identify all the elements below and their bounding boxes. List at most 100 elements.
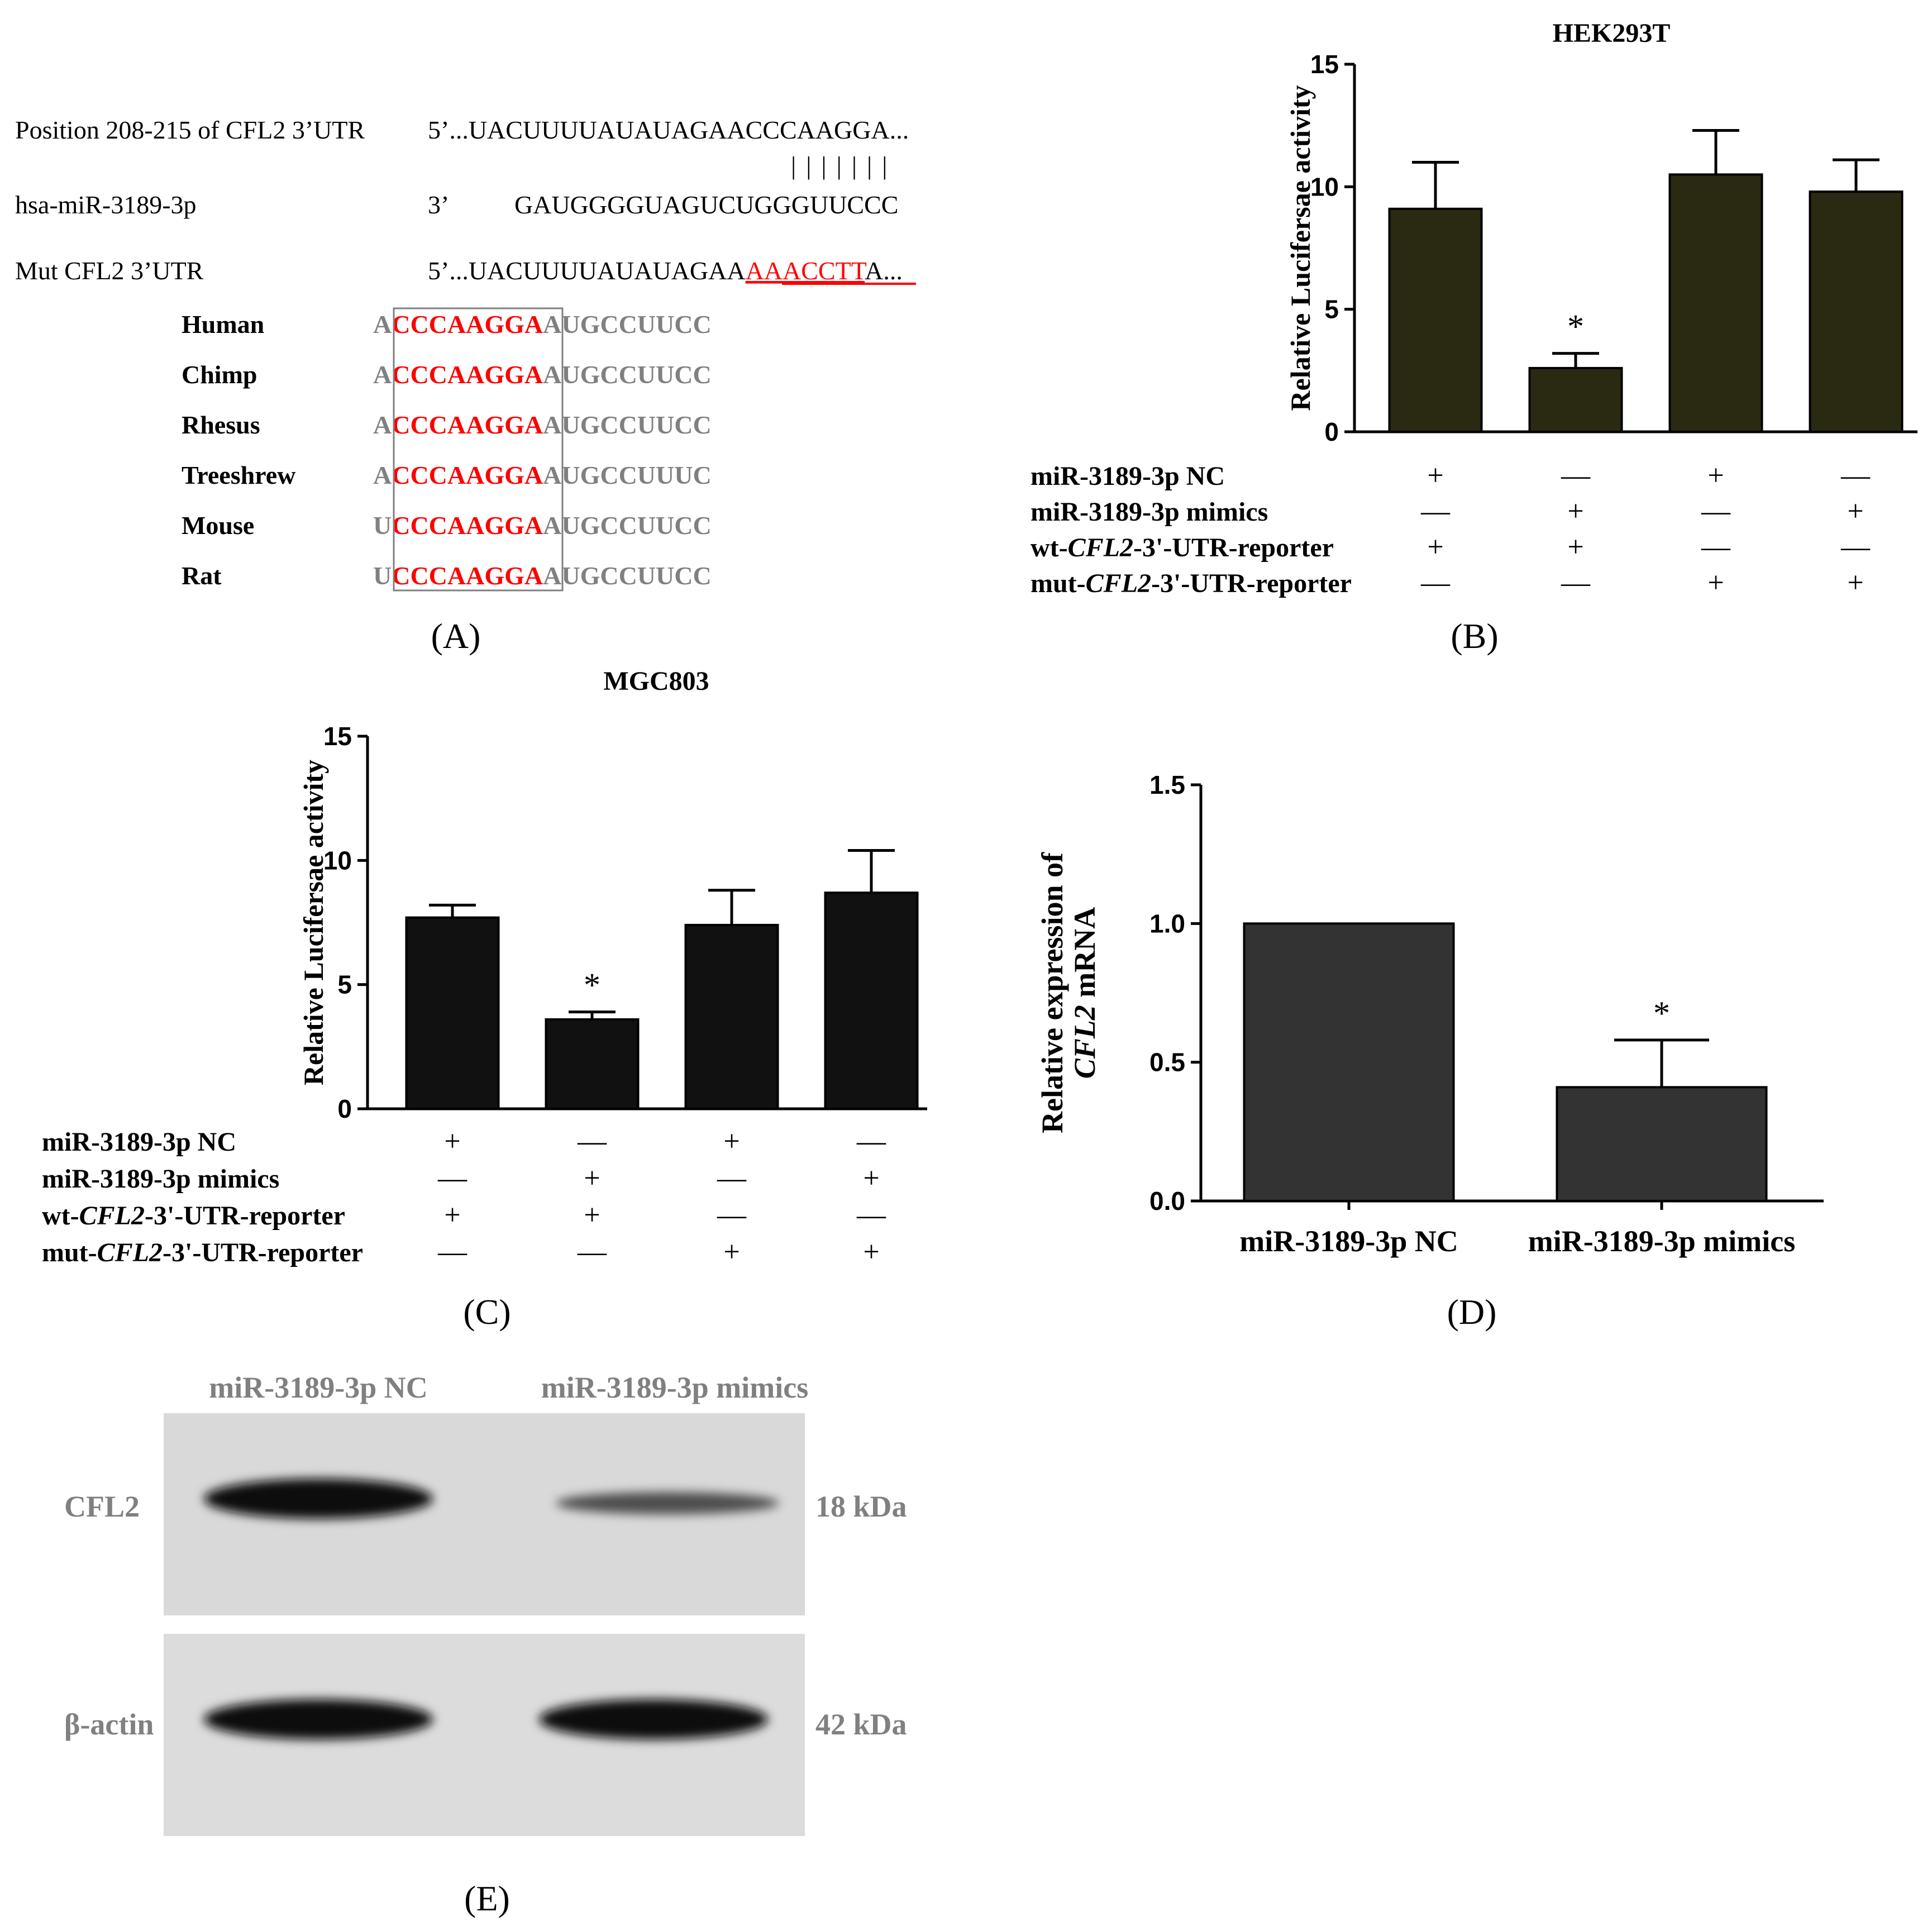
sequence-seed-site: CCCAAGGA <box>392 411 543 439</box>
condition-table-c: miR-3189-3p NC + — + — miR-3189-3p mimics — + — +… <box>42 1126 886 1268</box>
sequence-flank-3p: AUGCCUUCC <box>543 511 712 540</box>
condition-symbol: — <box>1701 531 1731 563</box>
panel-a: Position 208-215 of CFL2 3’UTR hsa-miR-3… <box>15 116 916 656</box>
bar <box>1243 922 1455 1203</box>
species-label: Mouse <box>182 511 254 540</box>
lane-label-nc: miR-3189-3p NC <box>209 1371 427 1404</box>
bar <box>545 1018 640 1110</box>
y-tick-label: 0.5 <box>1149 1048 1185 1077</box>
condition-label-part: miR-3189-3p mimics <box>1031 497 1268 527</box>
chart-d-cfl2-mrna: 0.0 0.5 1.0 1.5 miR-3189-3p NC * miR-3189-3p m… <box>1036 770 1824 1258</box>
sequence-flank-3p: AUGCCUUUC <box>543 461 712 489</box>
sequence-flank-5p: A <box>373 360 392 389</box>
y-tick-label: 0 <box>337 1094 352 1123</box>
blot-label-actin: β-actin <box>64 1708 154 1741</box>
panel-d-letter: (D) <box>1447 1292 1497 1332</box>
condition-label-part: -3'-UTR-reporter <box>1133 533 1334 562</box>
mut-utr-suffix: A... <box>865 256 903 285</box>
panel-a-letter: (A) <box>431 616 481 656</box>
condition-label-part: CFL2 <box>79 1201 145 1231</box>
blot-band <box>204 1479 433 1519</box>
sequence-seed-site: CCCAAGGA <box>392 310 543 339</box>
condition-symbol: — <box>437 1162 468 1194</box>
condition-symbol: + <box>584 1199 600 1231</box>
condition-label-part: CFL2 <box>1086 569 1151 598</box>
blot-band <box>204 1699 433 1739</box>
mirna-direction: 3’ <box>428 190 449 219</box>
chart-title: MGC803 <box>603 666 709 696</box>
y-axis-label: Relative Lucifersae activity <box>1285 85 1316 411</box>
condition-row-label: mut-CFL2-3'-UTR-reporter <box>42 1238 363 1267</box>
y-axis-label: Relative Lucifersae activity <box>298 760 329 1085</box>
condition-symbol: + <box>1847 495 1863 527</box>
sequence-flank-5p: A <box>373 310 392 339</box>
sequence-seed-site: CCCAAGGA <box>392 561 543 590</box>
mut-utr-prefix: 5’...UACUUUUAUAUAGAA <box>428 256 746 285</box>
condition-label-part: CFL2 <box>1068 533 1133 562</box>
condition-symbol: — <box>1561 460 1591 492</box>
condition-symbol: + <box>1567 531 1583 563</box>
pairing-marks: ||||||| <box>791 151 897 180</box>
sequence-seed-site: CCCAAGGA <box>392 511 543 540</box>
condition-label-part: mut- <box>1031 569 1086 598</box>
species-label: Rhesus <box>182 411 260 439</box>
condition-symbol: + <box>1567 495 1583 527</box>
condition-symbol: — <box>577 1126 607 1157</box>
sequence-flank-5p: U <box>373 561 392 590</box>
condition-label-part: miR-3189-3p NC <box>42 1127 236 1157</box>
y-tick-label: 1.0 <box>1149 909 1185 938</box>
blot-size-actin: 42 kDa <box>815 1708 907 1741</box>
condition-symbol: — <box>1701 495 1731 527</box>
chart-c-mgc803: 0 5 10 15 * MGC803 Relative Lucifersae activit… <box>298 666 927 1123</box>
condition-row-label: mut-CFL2-3'-UTR-reporter <box>1031 569 1352 598</box>
sequence-flank-3p: AUGCCUUCC <box>543 561 712 590</box>
alignment-label-mut: Mut CFL2 3’UTR <box>15 256 204 285</box>
condition-symbol: — <box>577 1236 607 1268</box>
condition-symbol: + <box>1847 567 1863 599</box>
species-sequence: ACCCAAGGAAUGCCUUCC <box>373 310 712 339</box>
y-axis-label-line2: CFL2 mRNA <box>1068 907 1101 1079</box>
condition-symbol: — <box>1420 567 1451 599</box>
species-sequence: ACCCAAGGAAUGCCUUUC <box>373 461 712 489</box>
condition-symbol: + <box>1707 460 1724 492</box>
blot-size-cfl2: 18 kDa <box>815 1490 907 1523</box>
condition-table-b: miR-3189-3p NC + — + —miR-3189-3p mimics — + — +… <box>1031 460 1871 599</box>
bar <box>1668 173 1763 433</box>
condition-symbol: — <box>856 1199 886 1231</box>
y-axis-label-gene: CFL2 <box>1068 1005 1101 1079</box>
bar <box>1528 366 1623 433</box>
blot-band <box>539 1699 768 1739</box>
bar <box>1556 1086 1768 1203</box>
condition-symbol: — <box>856 1126 886 1157</box>
alignment-label-mirna: hsa-miR-3189-3p <box>15 190 197 219</box>
y-tick-label: 15 <box>1310 50 1339 79</box>
species-label: Treeshrew <box>182 461 295 489</box>
species-sequence: ACCCAAGGAAUGCCUUCC <box>373 411 712 439</box>
condition-label-part: miR-3189-3p mimics <box>42 1164 279 1194</box>
sequence-flank-5p: A <box>373 411 392 439</box>
blot-bands <box>204 1479 779 1739</box>
significance-star: * <box>1567 308 1584 345</box>
condition-symbol: + <box>584 1162 600 1194</box>
panel-c-letter: (C) <box>463 1292 511 1332</box>
sequence-seed-site: CCCAAGGA <box>392 461 543 489</box>
wt-utr-sequence: 5’...UACUUUUAUAUAGAACCCAAGGA... <box>428 116 909 144</box>
condition-label-part: wt- <box>42 1201 79 1231</box>
condition-row-label: miR-3189-3p mimics <box>1031 497 1268 527</box>
species-label: Rat <box>182 561 222 590</box>
x-tick-label: miR-3189-3p NC <box>1239 1224 1458 1258</box>
panel-e-western-blot: miR-3189-3p NC miR-3189-3p mimics CFL2 1… <box>64 1371 907 1918</box>
bar <box>1388 207 1483 433</box>
x-tick-label: miR-3189-3p mimics <box>1528 1224 1795 1258</box>
condition-symbol: — <box>717 1199 747 1231</box>
y-tick-label: 10 <box>1310 172 1339 201</box>
significance-star: * <box>1653 995 1670 1032</box>
condition-row-label: miR-3189-3p NC <box>42 1127 236 1157</box>
y-axis-label-unit: mRNA <box>1068 907 1101 1005</box>
condition-symbol: + <box>1427 531 1443 563</box>
condition-label-part: -3'-UTR-reporter <box>145 1201 345 1231</box>
bar <box>405 916 500 1110</box>
condition-symbol: + <box>1707 567 1724 599</box>
